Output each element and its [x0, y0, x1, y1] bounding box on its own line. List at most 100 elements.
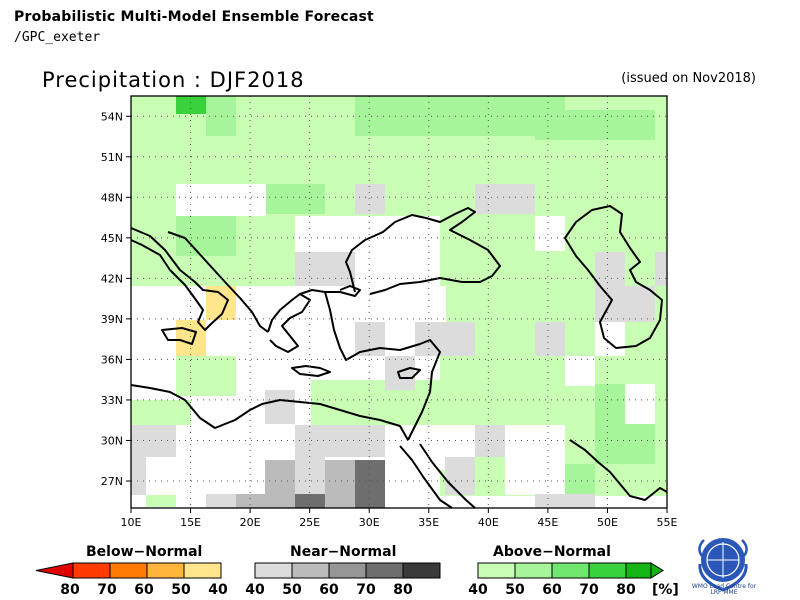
legend-swatch [365, 562, 404, 579]
shade-near-16 [131, 457, 146, 495]
lon-label: 45E [537, 516, 558, 529]
legend-tick-label: 40 [245, 582, 265, 598]
lat-label: 54N [101, 110, 123, 123]
lat-label: 33N [101, 394, 123, 407]
legend-tick-label: 60 [134, 582, 154, 598]
shade-near-50b [325, 460, 355, 508]
legend-tick-label: 60 [542, 582, 562, 598]
shade-near-3 [295, 252, 355, 286]
lon-label: 30E [359, 516, 380, 529]
wmo-caption: WMO Lead Centre for LRF MME [682, 584, 766, 596]
source-centre: /GPC_exeter [14, 30, 101, 45]
legend-above-bar: 40 50 60 70 80 [468, 562, 664, 598]
lon-label: 35E [418, 516, 439, 529]
lat-label: 39N [101, 313, 123, 326]
shade-near-18 [535, 494, 595, 508]
lat-label: 42N [101, 272, 123, 285]
legend-swatch [588, 562, 627, 579]
probability-shading [131, 96, 667, 508]
lat-label: 48N [101, 191, 123, 204]
map-title: Precipitation : DJF2018 [42, 68, 305, 92]
legend-swatch [328, 562, 367, 579]
longitude-labels: 10E 15E 20E 25E 30E 35E 40E 45E 50E 55E [121, 508, 678, 529]
legend-tick-label: 50 [282, 582, 302, 598]
latitude-labels: 54N 51N 48N 45N 42N 39N 36N 33N 30N 27N [101, 110, 131, 488]
shade-near-13 [295, 425, 385, 457]
shade-near-7 [535, 322, 565, 356]
legend-tick-label: 40 [468, 582, 488, 598]
lon-label: 40E [478, 516, 499, 529]
shade-above-50e [176, 216, 236, 256]
legend-swatch [254, 562, 293, 579]
legend-tick-label: 50 [505, 582, 525, 598]
legend-swatch [146, 562, 185, 579]
lat-label: 30N [101, 434, 123, 447]
forecast-system-title: Probabilistic Multi-Model Ensemble Forec… [14, 9, 374, 25]
shade-none-10 [625, 384, 655, 424]
shade-near-19 [295, 457, 325, 495]
shade-near-8 [595, 252, 625, 286]
shade-none-8 [505, 425, 565, 495]
legend-tick-label: 40 [208, 582, 228, 598]
shade-none-4 [131, 356, 176, 396]
shade-none-9 [565, 356, 595, 386]
shade-above-libya [176, 356, 236, 396]
shade-none-1 [176, 184, 266, 216]
shade-near-70b [295, 494, 325, 508]
legend: Below−Normal Near−Normal Above−Normal 80… [35, 544, 679, 598]
legend-tick-label: 80 [616, 582, 636, 598]
shade-near-70 [355, 460, 385, 508]
legend-near-title: Near−Normal [290, 544, 396, 560]
shade-above-tunisia [131, 400, 191, 425]
shade-above-50c [535, 110, 655, 140]
legend-below-bar: 80 70 60 50 40 [35, 562, 228, 598]
legend-swatch [514, 562, 553, 579]
shade-near-1 [355, 184, 385, 214]
shade-near-6 [385, 356, 415, 390]
legend-tick-label: 70 [97, 582, 117, 598]
shade-near-12 [131, 425, 176, 457]
lat-label: 51N [101, 151, 123, 164]
lat-label: 45N [101, 232, 123, 245]
lat-label: 36N [101, 353, 123, 366]
shade-near-11 [265, 390, 295, 424]
legend-swatch [291, 562, 330, 579]
legend-unit: [%] [652, 582, 679, 598]
shade-above-sw [146, 492, 176, 507]
legend-below-title: Below−Normal [86, 544, 202, 560]
legend-tick-label: 80 [393, 582, 413, 598]
legend-swatch-arrow [650, 562, 664, 579]
legend-swatch [551, 562, 590, 579]
lat-label: 27N [101, 475, 123, 488]
wmo-caption-line2: LRF MME [710, 589, 738, 596]
lon-label: 15E [180, 516, 201, 529]
shade-near-5 [415, 322, 475, 356]
shade-near-14 [475, 425, 505, 457]
shade-above-70 [176, 96, 206, 114]
legend-tick-label: 50 [171, 582, 191, 598]
lon-label: 25E [299, 516, 320, 529]
legend-swatch [402, 562, 441, 579]
legend-above-title: Above−Normal [493, 544, 611, 560]
lon-label: 50E [597, 516, 618, 529]
legend-near-bar: 40 50 60 70 80 [245, 562, 441, 598]
legend-swatch [625, 562, 652, 579]
legend-tick-label: 60 [319, 582, 339, 598]
legend-swatch [477, 562, 516, 579]
legend-swatch [183, 562, 222, 579]
lon-label: 20E [240, 516, 261, 529]
lon-label: 10E [121, 516, 142, 529]
lon-label: 55E [657, 516, 678, 529]
legend-tick-label: 70 [579, 582, 599, 598]
shade-near-15 [445, 457, 475, 495]
map-frame [130, 95, 668, 509]
issued-date: (issued on Nov2018) [621, 71, 756, 86]
shade-none-11 [535, 216, 565, 251]
shade-above-50g [565, 464, 595, 494]
legend-swatch [109, 562, 148, 579]
legend-swatch [35, 562, 74, 579]
shade-near-10 [655, 252, 667, 286]
legend-tick-label: 70 [356, 582, 376, 598]
wmo-caption-line1: WMO Lead Centre for [691, 583, 757, 590]
